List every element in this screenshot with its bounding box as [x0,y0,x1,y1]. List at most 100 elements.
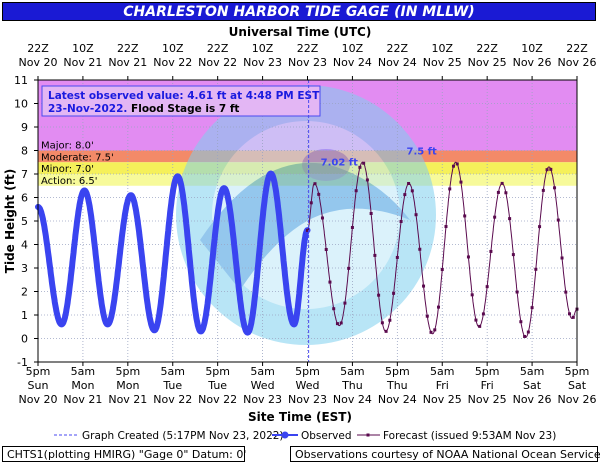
bottom-tick-label: Nov 26 [513,393,552,406]
legend-observed-label: Observed [301,430,352,442]
forecast-point [429,330,433,334]
forecast-point [358,165,362,169]
bottom-tick-label: Wed [296,379,320,392]
y-tick-label: 2 [21,286,28,299]
bottom-tick-label: Sun [28,379,49,392]
bottom-tick-label: 5am [71,365,95,378]
forecast-point [433,328,437,332]
forecast-point [335,322,339,326]
forecast-point [347,266,351,270]
bottom-tick-label: Nov 20 [19,393,58,406]
forecast-point [463,214,467,218]
forecast-point [377,293,381,297]
forecast-point [568,312,572,316]
legend-graph-created-label: Graph Created (5:17PM Nov 23, 2022) [82,430,284,442]
forecast-point [451,164,455,168]
forecast-point [564,290,568,294]
forecast-point [414,213,418,217]
forecast-point [384,329,388,333]
flood-label-moderate: Moderate: 7.5' [41,152,114,163]
bottom-tick-label: 5pm [565,365,590,378]
bottom-tick-label: Nov 24 [333,393,372,406]
bottom-tick-label: 5pm [115,365,140,378]
forecast-point [470,293,474,297]
x-axis-title: Site Time (EST) [248,410,352,424]
peak-label: 7.5 ft [406,146,437,157]
bottom-tick-label: Mon [71,379,94,392]
forecast-point [530,306,534,310]
forecast-point [444,225,448,229]
y-tick-label: 10 [14,98,28,111]
forecast-point [511,253,515,257]
bottom-tick-label: Mon [116,379,139,392]
forecast-point [504,191,508,195]
bottom-tick-label: Nov 22 [153,393,192,406]
forecast-point [534,267,538,271]
top-tick-label: Nov 26 [558,56,597,69]
forecast-point [489,249,493,253]
forecast-point [365,178,369,182]
top-tick-label: Nov 22 [198,56,237,69]
forecast-point [418,247,422,251]
forecast-point [571,315,575,319]
bottom-tick-label: 5pm [475,365,500,378]
chart-title: CHARLESTON HARBOR TIDE GAGE (IN MLLW) [2,2,596,21]
forecast-point [343,301,347,305]
peak-label: 7.02 ft [321,158,359,169]
top-tick-label: 22Z [27,42,49,55]
forecast-point [478,324,482,328]
y-tick-label: 9 [21,121,28,134]
bottom-tick-label: 5pm [385,365,410,378]
forecast-point [526,330,530,334]
forecast-point [328,280,332,284]
top-tick-label: Nov 21 [63,56,102,69]
forecast-point [538,225,542,229]
y-tick-label: 5 [21,215,28,228]
top-tick-label: 22Z [566,42,588,55]
forecast-point [320,216,324,220]
bottom-tick-label: Nov 25 [423,393,462,406]
forecast-point [448,187,452,191]
bottom-tick-label: 5pm [295,365,320,378]
y-tick-label: 7 [21,168,28,181]
forecast-point [485,285,489,289]
y-tick-label: 1 [21,309,28,322]
y-tick-label: 6 [21,192,28,205]
forecast-point [515,290,519,294]
top-tick-label: 22Z [207,42,229,55]
forecast-point [508,217,512,221]
top-tick-label: Nov 26 [513,56,552,69]
forecast-point [317,192,321,196]
forecast-point [440,268,444,272]
bottom-tick-label: 5pm [205,365,230,378]
observations-credit: Observations courtesy of NOAA National O… [290,446,600,462]
y-tick-label: 11 [14,74,28,87]
bottom-tick-label: Nov 24 [378,393,417,406]
top-tick-label: 22Z [117,42,139,55]
forecast-point [350,225,354,229]
top-tick-label: Nov 21 [108,56,147,69]
top-tick-label: 10Z [162,42,184,55]
y-tick-label: 0 [21,333,28,346]
bottom-tick-label: Nov 26 [558,393,597,406]
bottom-tick-label: Nov 23 [288,393,327,406]
bottom-tick-label: Nov 21 [63,393,102,406]
forecast-point [455,162,459,166]
top-tick-label: Nov 23 [288,56,327,69]
top-tick-label: Nov 25 [468,56,507,69]
top-axis-title: Universal Time (UTC) [229,25,372,39]
top-tick-label: 10Z [342,42,364,55]
flood-stage-value: Flood Stage is 7 ft [131,103,239,115]
bottom-tick-label: Fri [436,379,449,392]
top-tick-label: Nov 24 [378,56,417,69]
bottom-tick-label: 5am [250,365,274,378]
y-tick-label: 4 [21,239,28,252]
forecast-point [395,255,399,259]
forecast-point [466,255,470,259]
forecast-point [459,180,463,184]
forecast-point [481,312,485,316]
observed-line [35,170,311,336]
forecast-point [324,247,328,251]
latest-value-date: 23-Nov-2022. [48,103,131,115]
